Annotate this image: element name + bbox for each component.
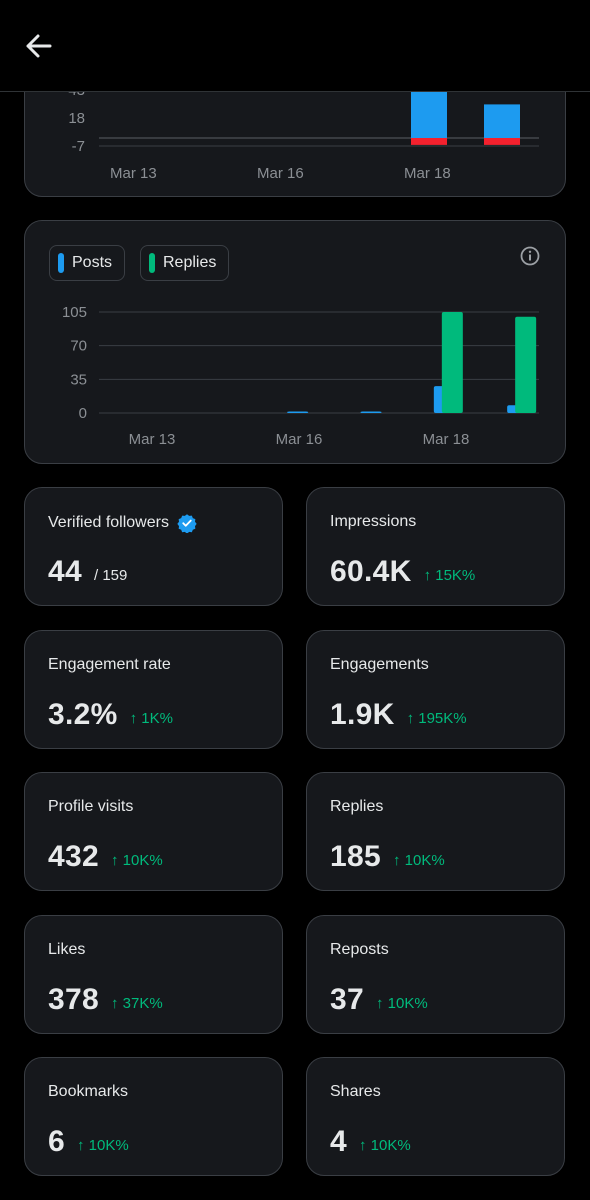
stat-change: ↑ 10K% <box>359 1137 411 1154</box>
bar-negative <box>484 138 520 145</box>
stat-title: Engagements <box>330 656 429 674</box>
x-tick-label: Mar 13 <box>129 431 176 448</box>
stat-change: ↑ 10K% <box>77 1137 129 1154</box>
x-tick-label: Mar 16 <box>276 431 323 448</box>
stat-title-label: Engagements <box>330 656 429 673</box>
info-button[interactable] <box>519 245 541 267</box>
info-circle-icon <box>520 246 540 266</box>
stat-title-label: Verified followers <box>48 514 169 531</box>
stat-card[interactable]: Reposts 37 ↑ 10K% <box>306 915 565 1034</box>
stat-value: 1.9K <box>330 698 395 731</box>
stat-title: Bookmarks <box>48 1083 128 1101</box>
stat-change: ↑ 1K% <box>129 710 173 727</box>
y-tick-label: -7 <box>72 138 85 155</box>
y-tick-label: 70 <box>70 338 87 355</box>
legend-posts-label: Posts <box>72 254 113 271</box>
stat-card[interactable]: Profile visits 432 ↑ 10K% <box>24 772 283 891</box>
x-tick-label: Mar 18 <box>404 165 451 182</box>
stat-card[interactable]: Engagements 1.9K ↑ 195K% <box>306 630 565 749</box>
bar-positive <box>484 104 520 138</box>
stat-title: Likes <box>48 941 85 959</box>
stat-title: Impressions <box>330 513 416 531</box>
y-tick-label: 105 <box>62 304 87 321</box>
stat-card[interactable]: Likes 378 ↑ 37K% <box>24 915 283 1034</box>
stat-value: 6 <box>48 1125 65 1158</box>
stat-value: 3.2% <box>48 698 118 731</box>
stat-title-label: Engagement rate <box>48 656 171 673</box>
stat-value: 37 <box>330 983 364 1016</box>
stat-title: Replies <box>330 798 383 816</box>
replies-bar <box>441 312 463 413</box>
posts-bar <box>360 411 382 413</box>
legend-replies[interactable]: Replies <box>140 245 230 281</box>
stat-value: 432 <box>48 840 99 873</box>
stat-change: ↑ 195K% <box>406 710 467 727</box>
stat-title-label: Likes <box>48 941 86 958</box>
stat-value: 378 <box>48 983 99 1016</box>
y-tick-label: 0 <box>79 405 87 422</box>
bar-negative <box>411 138 447 145</box>
stat-title: Verified followers <box>48 513 197 533</box>
stat-title-label: Impressions <box>330 513 417 530</box>
stat-value: 185 <box>330 840 381 873</box>
stat-card[interactable]: Engagement rate 3.2% ↑ 1K% <box>24 630 283 749</box>
posts-swatch <box>58 253 64 273</box>
stat-value: 4 <box>330 1125 347 1158</box>
stat-title-label: Reposts <box>330 941 389 958</box>
stat-change: ↑ 10K% <box>392 852 445 869</box>
stat-value: 60.4K <box>330 555 412 588</box>
stat-title: Reposts <box>330 941 389 959</box>
stat-card[interactable]: Verified followers 44 / 159 <box>24 487 283 606</box>
stat-card[interactable]: Shares 4 ↑ 10K% <box>306 1057 565 1176</box>
stat-subtotal: / 159 <box>93 567 128 584</box>
legend-posts[interactable]: Posts <box>49 245 126 281</box>
stat-title: Engagement rate <box>48 656 171 674</box>
stat-value: 44 <box>48 555 82 588</box>
x-tick-label: Mar 13 <box>110 165 157 182</box>
stat-change: ↑ 10K% <box>375 995 428 1012</box>
stat-card[interactable]: Bookmarks 6 ↑ 10K% <box>24 1057 283 1176</box>
x-tick-label: Mar 16 <box>257 165 304 182</box>
stat-card[interactable]: Impressions 60.4K ↑ 15K% <box>306 487 565 606</box>
arrow-left-icon <box>26 34 52 58</box>
stat-title: Shares <box>330 1083 381 1101</box>
posts-replies-chart-card: Posts Replies 105 70 35 0 Mar 13 Mar 16 Mar 18 <box>24 220 566 464</box>
replies-swatch <box>149 253 155 273</box>
posts-replies-bar-chart: 105 70 35 0 Mar 13 Mar 16 Mar 18 <box>62 304 539 448</box>
stat-title-label: Shares <box>330 1083 381 1100</box>
legend-replies-label: Replies <box>163 254 217 271</box>
stat-change: ↑ 15K% <box>423 567 476 584</box>
stat-card[interactable]: Replies 185 ↑ 10K% <box>306 772 565 891</box>
verified-badge-icon <box>177 514 197 533</box>
y-tick-label: 35 <box>70 371 87 388</box>
posts-bar <box>287 411 309 413</box>
x-tick-label: Mar 18 <box>423 431 470 448</box>
replies-bar <box>515 316 537 413</box>
stat-change: ↑ 37K% <box>110 995 163 1012</box>
stat-title-label: Replies <box>330 798 384 815</box>
stat-title-label: Profile visits <box>48 798 134 815</box>
stat-change: ↑ 10K% <box>110 852 163 869</box>
stat-title-label: Bookmarks <box>48 1083 129 1100</box>
y-tick-label: 18 <box>68 110 85 127</box>
stat-title: Profile visits <box>48 798 133 816</box>
top-bar <box>0 0 590 92</box>
back-button[interactable] <box>18 26 62 66</box>
